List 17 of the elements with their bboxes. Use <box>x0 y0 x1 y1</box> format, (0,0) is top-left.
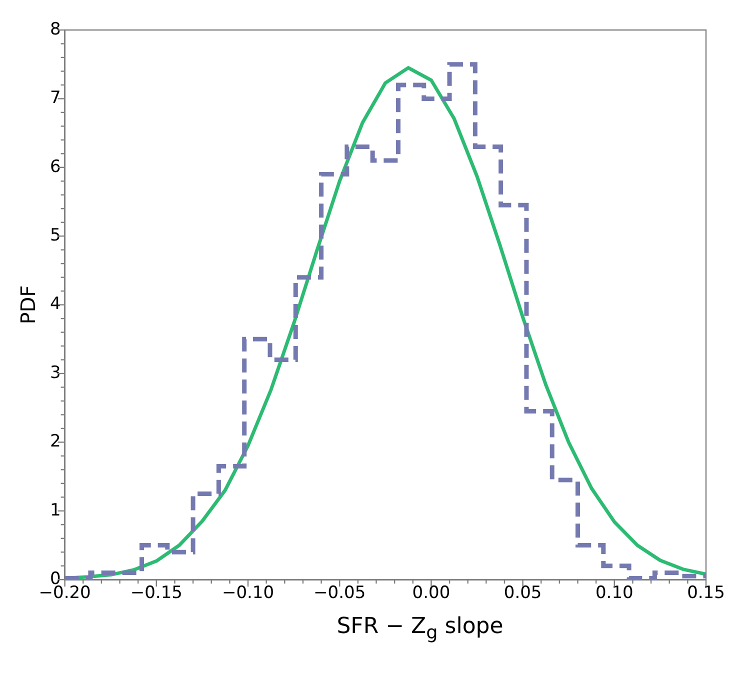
x-tick-label: 0.15 <box>687 583 725 604</box>
y-tick-label: 3 <box>50 362 61 383</box>
x-axis-title: SFR − Z$_{g}$ slope <box>336 614 504 644</box>
x-tick-label: 0.00 <box>412 583 450 604</box>
x-tick-label: −0.05 <box>314 583 366 604</box>
y-tick-label: 8 <box>50 19 61 40</box>
x-tick-label: 0.05 <box>504 583 542 604</box>
y-axis-title: PDF <box>16 285 40 324</box>
y-tick-label: 5 <box>50 226 61 246</box>
x-tick-label: −0.10 <box>222 583 274 604</box>
y-tick-label: 4 <box>50 294 61 314</box>
x-tick-label: 0.10 <box>595 583 634 604</box>
y-tick-label: 2 <box>50 432 61 452</box>
y-tick-label: 6 <box>50 156 61 177</box>
y-tick-label: 7 <box>50 88 61 108</box>
x-tick-label: −0.15 <box>130 583 182 604</box>
y-tick-label: 1 <box>50 500 61 520</box>
